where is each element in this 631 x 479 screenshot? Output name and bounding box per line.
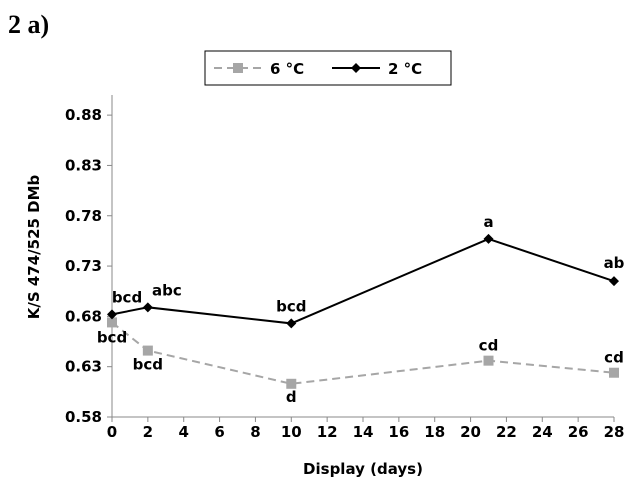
x-tick-label: 20 bbox=[460, 423, 481, 441]
panel-label: 2 a) bbox=[8, 10, 49, 39]
y-tick-label: 0.88 bbox=[65, 106, 102, 124]
y-tick-label: 0.68 bbox=[65, 307, 102, 325]
legend-entry-1: 2 °C bbox=[332, 60, 422, 78]
data-label: bcd bbox=[112, 288, 142, 306]
x-tick-label: 28 bbox=[604, 423, 625, 441]
y-tick-label: 0.58 bbox=[65, 408, 102, 426]
data-point bbox=[107, 317, 117, 328]
data-point bbox=[286, 378, 297, 389]
y-axis-title: K/S 474/525 DMb bbox=[25, 174, 43, 319]
x-tick-label: 6 bbox=[214, 423, 224, 441]
data-label: a bbox=[483, 213, 493, 231]
data-label: d bbox=[286, 388, 297, 406]
legend: 6 °C 2 °C bbox=[204, 50, 452, 86]
x-axis-title: Display (days) bbox=[303, 460, 423, 478]
data-point bbox=[142, 345, 153, 356]
data-point bbox=[483, 233, 494, 244]
data-point bbox=[483, 355, 494, 366]
data-point bbox=[107, 309, 117, 320]
series-line-1 bbox=[111, 237, 615, 325]
x-tick-label: 8 bbox=[250, 423, 260, 441]
legend-entry-0: 6 °C bbox=[214, 60, 304, 78]
x-tick-label: 24 bbox=[532, 423, 553, 441]
legend-label: 2 °C bbox=[388, 60, 422, 78]
series-layer bbox=[107, 233, 619, 389]
x-tick-label: 16 bbox=[388, 423, 409, 441]
axes: 0.580.630.680.730.780.830.880 2 4 6 8 10 12 14 1… bbox=[65, 95, 624, 441]
series-line-0 bbox=[111, 321, 615, 385]
x-tick-label: 14 bbox=[353, 423, 374, 441]
y-tick-label: 0.73 bbox=[65, 257, 102, 275]
y-tick-label: 0.83 bbox=[65, 156, 102, 174]
data-point bbox=[609, 367, 619, 378]
x-tick-label: 26 bbox=[568, 423, 589, 441]
y-tick-label: 0.78 bbox=[65, 207, 102, 225]
x-tick-label: 0 bbox=[107, 423, 117, 441]
x-tick-label: 12 bbox=[317, 423, 338, 441]
data-label: cd bbox=[604, 349, 624, 367]
data-label: bcd bbox=[97, 328, 127, 346]
legend-label: 6 °C bbox=[270, 60, 304, 78]
x-tick-label: 18 bbox=[424, 423, 445, 441]
legend-marker bbox=[351, 63, 361, 73]
data-label: bcd bbox=[133, 356, 163, 374]
series-0 bbox=[107, 317, 619, 389]
data-label: ab bbox=[604, 254, 625, 272]
data-point bbox=[609, 276, 619, 287]
y-tick-label: 0.63 bbox=[65, 358, 102, 376]
x-tick-label: 2 bbox=[143, 423, 153, 441]
legend-marker bbox=[233, 63, 243, 73]
x-tick-label: 4 bbox=[178, 423, 188, 441]
series-1 bbox=[107, 233, 619, 329]
data-point bbox=[286, 318, 297, 329]
data-point bbox=[142, 302, 153, 313]
data-label: cd bbox=[479, 337, 499, 355]
x-tick-label: 22 bbox=[496, 423, 517, 441]
x-tick-label: 10 bbox=[281, 423, 302, 441]
data-label: abc bbox=[152, 281, 182, 299]
data-label: bcd bbox=[276, 297, 306, 315]
